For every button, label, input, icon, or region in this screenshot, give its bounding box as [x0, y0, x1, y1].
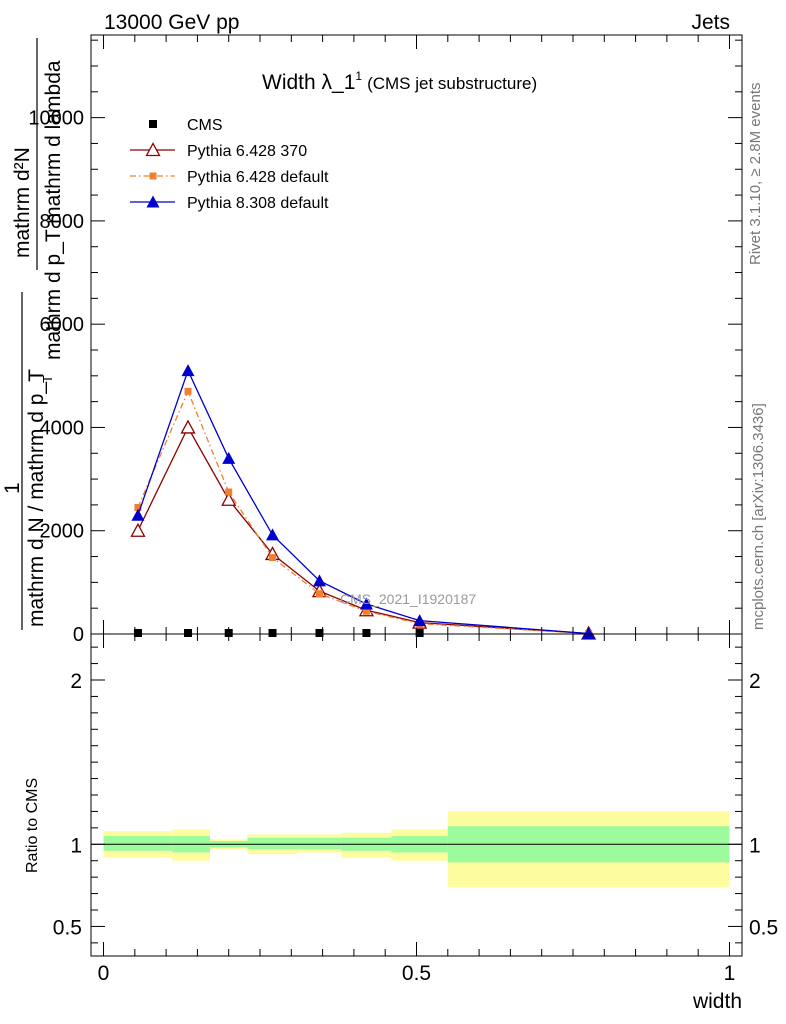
main-title-superscript: 1	[355, 69, 362, 83]
ratio-ytick-label-right-0: 0.5	[749, 916, 778, 939]
series-1-point-2	[221, 491, 237, 506]
series-line-2	[137, 389, 589, 635]
ylabel-numerator: mathrm d²N	[11, 147, 34, 258]
series-2-point-2	[225, 488, 233, 496]
legend-label-3: Pythia 8.308 default	[187, 195, 329, 212]
legend-marker-3	[146, 195, 160, 208]
series-3-point-2	[222, 451, 236, 464]
series-2-point-5	[362, 607, 370, 615]
series-1-point-1	[180, 419, 196, 434]
main-title-subtitle: (CMS jet substructure)	[367, 74, 537, 93]
ratio-ytick-label-2: 2	[70, 670, 82, 693]
main-title-text: Width λ_1	[262, 71, 355, 94]
series-2-point-4	[315, 590, 323, 598]
legend: CMS Pythia 6.428 370 Pythia 6.428 default P…	[130, 117, 329, 212]
main-ytick-label-5: 10000	[28, 108, 84, 130]
series-line-3	[137, 368, 589, 635]
main-ytick-label-3: 6000	[40, 314, 85, 336]
main-ytick-label-2: 4000	[40, 417, 85, 439]
ylabel-prefix-bottom: mathrm d N / mathrm d p_T	[25, 369, 48, 627]
legend-marker-2	[149, 172, 157, 180]
ratio-band-inner-0	[103, 836, 173, 851]
main-ylabel: mathrm d²N mathrm d p_T mathrm d lambda …	[1, 38, 65, 630]
ratio-xtick-label-0: 0	[98, 962, 110, 985]
header-right: Jets	[691, 11, 730, 34]
ratio-band-inner-3	[247, 837, 298, 850]
legend-label-0: CMS	[187, 117, 223, 134]
ratio-ylabel: Ratio to CMS	[24, 778, 41, 873]
series-3-point-6	[413, 614, 427, 627]
header-left: 13000 GeV pp	[104, 11, 239, 34]
ratio-plot-layer: 0.5 1 2 0.5 1 2 0 0.5 1	[53, 634, 778, 985]
series-0-point-1	[184, 629, 193, 637]
series-2-point-1	[184, 387, 192, 395]
series-0-point-2	[224, 629, 233, 637]
series-0-point-5	[362, 629, 371, 637]
mcplots-label: mcplots.cern.ch [arXiv:1306.3436]	[750, 403, 767, 630]
ratio-ytick-label-right-2: 2	[749, 670, 761, 693]
ratio-ytick-label-0: 0.5	[53, 916, 82, 939]
main-ytick-label-1: 2000	[40, 521, 85, 543]
legend-label-1: Pythia 6.428 370	[187, 143, 307, 160]
ylabel-denominator: mathrm d p_T mathrm d lambda	[42, 60, 65, 360]
main-ytick-label-0: 0	[73, 624, 84, 646]
series-3-point-1	[181, 364, 195, 377]
analysis-watermark: CMS_2021_I1920187	[340, 591, 476, 607]
main-title: Width λ_11 (CMS jet substructure)	[262, 69, 537, 94]
ratio-xlabel: width	[692, 990, 742, 1013]
ratio-xtick-label-1: 0.5	[402, 962, 431, 985]
ratio-xtick-label-2: 1	[724, 962, 736, 985]
series-0-point-0	[133, 629, 142, 637]
series-3-point-7	[582, 626, 596, 639]
series-line-1	[137, 425, 589, 635]
series-3-point-4	[312, 574, 326, 587]
ratio-ytick-label-right-1: 1	[749, 834, 761, 857]
series-0-point-6	[415, 629, 424, 637]
legend-label-2: Pythia 6.428 default	[187, 169, 329, 186]
ylabel-alt-sub: T	[40, 375, 55, 383]
legend-marker-1	[145, 142, 161, 157]
main-plot-layer: 0 2000 4000 6000 8000 10000	[28, 35, 742, 646]
rivet-label: Rivet 3.1.10, ≥ 2.8M events	[747, 83, 764, 266]
series-2-point-3	[269, 554, 277, 562]
series-0-point-4	[315, 629, 324, 637]
series-3-point-5	[359, 597, 373, 610]
series-2-point-0	[134, 503, 142, 511]
series-3-point-3	[266, 528, 280, 541]
series-0-point-3	[268, 629, 277, 637]
ratio-ytick-label-1: 1	[70, 834, 82, 857]
ylabel-prefix-top: 1	[1, 482, 24, 494]
ratio-band-inner-4	[297, 837, 342, 850]
legend-marker-0	[149, 120, 157, 128]
series-3-point-0	[131, 508, 145, 521]
ratio-plot-frame	[90, 633, 743, 957]
series-1-point-0	[130, 522, 146, 537]
main-ytick-label-4: 8000	[40, 211, 85, 233]
